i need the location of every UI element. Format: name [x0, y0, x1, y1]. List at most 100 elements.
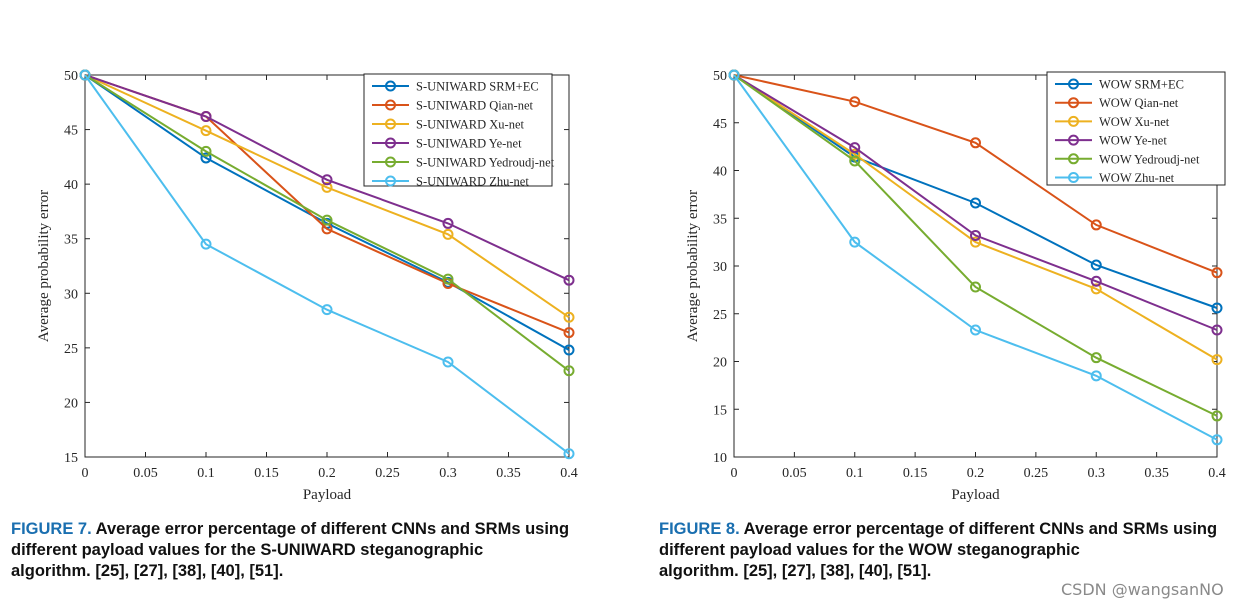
figure-8-caption-line-2: different payload values for the WOW ste… [659, 541, 1080, 559]
figure-8-caption-line-3: algorithm. [25], [27], [38], [40], [51]. [659, 562, 932, 580]
fig7-x-tick-label: 0.05 [133, 466, 158, 481]
fig8-series-line-2 [733, 74, 1218, 274]
fig7-series-5-point [563, 365, 575, 377]
fig8-y-tick-label: 40 [713, 165, 727, 180]
figure-8-chart: 0 0.05 0.1 0.15 0.2 0.25 0.3 0.35 0.4 10 15 20 25 30 3… [629, 0, 1258, 512]
fig8-y-tick-label: 45 [713, 117, 727, 132]
fig8-y-tick-label: 30 [713, 260, 727, 275]
fig8-x-tick-label: 0.35 [1144, 466, 1169, 481]
fig8-legend-swatch-marker [1068, 97, 1079, 109]
figure-7-caption: FIGURE 7. Average error percentage of di… [11, 519, 611, 582]
watermark: CSDN @wangsanNO [1061, 580, 1224, 599]
fig8-legend-label: WOW Xu-net [1099, 115, 1170, 129]
figure-7-svg: 0 0.05 0.1 0.15 0.2 0.25 0.3 0.35 0.4 15 20 25 30 35 4… [36, 69, 578, 503]
fig7-x-tick-label: 0 [82, 466, 89, 481]
fig8-series-6-point [849, 236, 861, 248]
fig7-legend-label: S-UNIWARD Qian-net [416, 99, 534, 113]
fig7-series-3-point [442, 228, 454, 240]
fig7-series-5-point [200, 145, 212, 157]
fig8-x-tick-label: 0.1 [846, 466, 864, 481]
figure-7-caption-line-1: Average error percentage of different CN… [95, 520, 570, 538]
fig7-x-tick-label: 0.15 [254, 466, 279, 481]
fig8-legend-label: WOW SRM+EC [1099, 78, 1184, 92]
fig8-y-tick-label: 20 [713, 356, 727, 371]
fig7-y-tick-label: 40 [64, 178, 78, 193]
fig7-legend-swatch-marker [385, 156, 396, 168]
fig7-series-3-point [321, 181, 333, 193]
fig7-series-4-point [200, 110, 212, 122]
fig7-series-6-point [563, 448, 575, 460]
fig8-series-5-point [1090, 352, 1102, 364]
fig8-x-tick-label: 0 [731, 466, 738, 481]
fig7-x-tick-label: 0.3 [439, 466, 457, 481]
fig8-x-tick-label: 0.4 [1208, 466, 1226, 481]
figure-7-chart: 0 0.05 0.1 0.15 0.2 0.25 0.3 0.35 0.4 15 20 25 30 35 4… [0, 0, 630, 512]
fig8-y-tick-label: 35 [713, 212, 727, 227]
figure-7-caption-line-3: algorithm. [25], [27], [38], [40], [51]. [11, 562, 284, 580]
fig7-series-6-point [200, 238, 212, 250]
fig8-series-2-point [1090, 219, 1102, 231]
fig8-series-line-5 [733, 74, 1218, 417]
fig7-series-line-5 [84, 74, 570, 372]
fig8-series-3-point [970, 236, 981, 248]
fig7-series-4-point [563, 274, 575, 286]
fig8-series-4-point [1211, 324, 1223, 336]
fig7-series-3-point [563, 311, 575, 323]
fig8-y-axis-label: Average probability error [685, 190, 701, 342]
fig7-series-6-point [79, 69, 91, 81]
fig8-series-3-point [1090, 283, 1102, 295]
fig7-legend-swatch-marker [385, 137, 396, 149]
fig8-x-axis-label: Payload [951, 487, 1000, 503]
fig7-series-5-point [442, 273, 454, 285]
fig8-series-1-point [1090, 259, 1102, 271]
fig8-series-5-point [970, 281, 981, 293]
fig7-legend-label: S-UNIWARD Xu-net [416, 118, 524, 132]
fig8-legend-swatch-marker [1068, 115, 1079, 127]
fig8-legend [1046, 71, 1226, 186]
fig7-legend-swatch-marker [385, 175, 396, 187]
fig8-series-3-point [849, 148, 861, 160]
fig8-series-5-point [849, 155, 861, 167]
fig8-series-line-6 [733, 74, 1218, 441]
fig8-series-line-1 [733, 74, 1218, 309]
fig7-series-line-4 [84, 74, 570, 282]
fig8-series-2-point [1211, 267, 1223, 279]
fig8-series-6-point [1211, 434, 1223, 446]
fig7-series-2-point [563, 327, 575, 339]
fig8-series-3-point [1211, 354, 1223, 366]
fig8-series-2-point [849, 96, 861, 108]
fig7-series-5-point [321, 214, 333, 226]
fig8-legend-swatch-marker [1068, 134, 1079, 146]
fig7-y-tick-label: 45 [64, 124, 78, 139]
fig8-series-6-point [970, 324, 981, 336]
fig8-series-1-point [970, 197, 981, 209]
fig8-y-tick-label: 15 [713, 403, 727, 418]
fig7-y-tick-label: 15 [64, 451, 78, 466]
figure-7-caption-line-2: different payload values for the S-UNIWA… [11, 541, 484, 559]
fig8-legend-label: WOW Zhu-net [1099, 171, 1175, 185]
fig7-legend-label: S-UNIWARD Ye-net [416, 137, 522, 151]
fig7-legend-swatch-marker [385, 118, 396, 130]
fig7-legend-label: S-UNIWARD Yedroudj-net [416, 156, 555, 170]
fig7-series-1-point [200, 152, 212, 164]
fig8-y-tick-label: 10 [713, 451, 727, 466]
fig8-series-4-point [849, 142, 861, 154]
fig8-x-tick-label: 0.2 [967, 466, 985, 481]
fig7-series-6-point [321, 304, 333, 316]
fig7-legend-swatch-marker [385, 80, 396, 92]
fig8-legend-label: WOW Yedroudj-net [1099, 152, 1200, 166]
fig8-x-tick-label: 0.3 [1088, 466, 1106, 481]
fig8-series-4-point [1090, 275, 1102, 287]
fig7-series-line-3 [84, 74, 570, 319]
fig8-legend-swatch-marker [1068, 78, 1079, 90]
fig7-y-tick-label: 20 [64, 396, 78, 411]
fig7-legend-label: S-UNIWARD Zhu-net [416, 175, 529, 189]
figure-8-caption: FIGURE 8. Average error percentage of di… [659, 519, 1257, 582]
fig7-x-tick-label: 0.1 [197, 466, 215, 481]
fig7-y-tick-label: 25 [64, 342, 78, 357]
fig8-series-6-point [1090, 370, 1102, 382]
fig7-y-tick-label: 50 [64, 69, 78, 84]
fig7-series-1-point [563, 344, 575, 356]
fig7-x-tick-label: 0.35 [496, 466, 521, 481]
fig7-x-tick-label: 0.2 [318, 466, 336, 481]
